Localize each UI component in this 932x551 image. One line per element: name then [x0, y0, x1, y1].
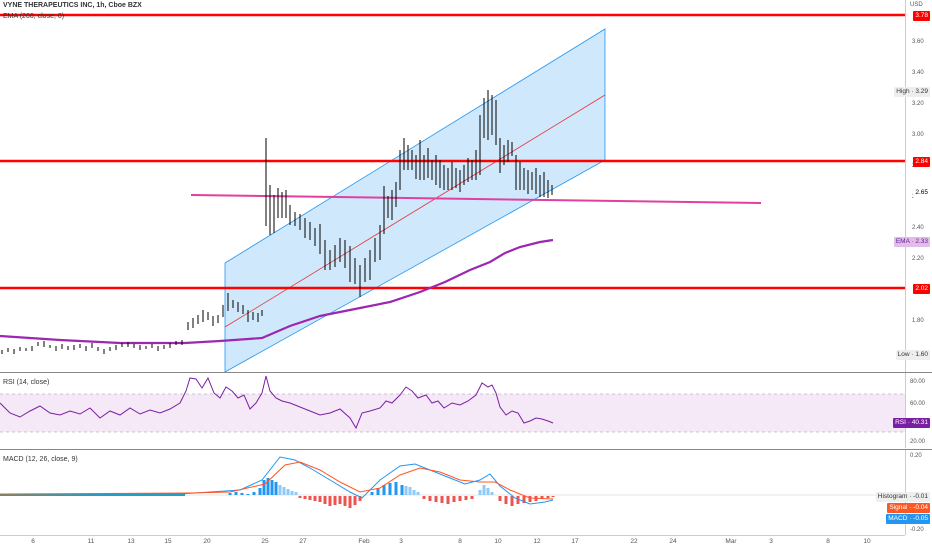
time-tick: 17: [571, 538, 579, 545]
time-tick: 27: [299, 538, 307, 545]
histogram-value-label: Histogram · -0.01: [875, 492, 930, 502]
macd-tick: 0.20: [910, 453, 922, 459]
currency-label: USD: [910, 2, 923, 8]
rsi-pane[interactable]: RSI (14, close) 80.00 60.00 20.00 RSI · …: [0, 373, 932, 448]
time-tick: 25: [261, 538, 269, 545]
ema-line: [0, 238, 554, 345]
level-label-top: 3.78: [913, 11, 930, 21]
time-tick: 13: [127, 538, 135, 545]
price-axis[interactable]: USD 3.60 3.40 3.20 3.00 2.80 2.60 2.40 2…: [905, 0, 932, 372]
time-tick: 22: [630, 538, 638, 545]
price-tick: 3.20: [912, 101, 924, 107]
macd-chart: [0, 456, 905, 508]
signal-value-label: Signal · -0.04: [887, 503, 930, 513]
time-tick: 3: [399, 538, 403, 545]
time-axis[interactable]: [0, 535, 905, 551]
price-tick: 1.80: [912, 318, 924, 324]
time-tick: 20: [203, 538, 211, 545]
macd-legend[interactable]: MACD (12, 26, close, 9): [3, 456, 78, 463]
pane-separator[interactable]: [0, 372, 932, 373]
price-candles: [1, 90, 553, 354]
price-tick: 2.20: [912, 256, 924, 262]
level-label-low: 2.02: [913, 284, 930, 294]
price-chart[interactable]: [0, 0, 905, 372]
rsi-chart: [0, 375, 905, 433]
price-tick: 3.00: [912, 132, 924, 138]
macd-pane[interactable]: MACD (12, 26, close, 9) 0.20 -0.20 Histo…: [0, 450, 932, 535]
macd-tick: -0.20: [910, 527, 924, 533]
ema-value-label: EMA · 2.33: [893, 237, 930, 247]
low-label: Low · 1.60: [895, 350, 930, 360]
time-tick: 10: [863, 538, 871, 545]
price-tick: 3.60: [912, 39, 924, 45]
rsi-line: [0, 375, 554, 430]
rsi-legend[interactable]: RSI (14, close): [3, 379, 50, 386]
price-tick: 3.40: [912, 70, 924, 76]
time-tick: 8: [826, 538, 830, 545]
macd-line: [0, 456, 554, 505]
time-tick: 3: [769, 538, 773, 545]
time-tick: 11: [87, 538, 95, 545]
pane-separator[interactable]: [0, 449, 932, 450]
symbol-title: VYNE THERAPEUTICS INC, 1h, Cboe BZX: [3, 2, 142, 9]
time-tick: 15: [164, 538, 172, 545]
time-tick: Feb: [358, 538, 370, 545]
time-tick: Mar: [725, 538, 737, 545]
rsi-value-label: RSI · 40.31: [893, 418, 930, 428]
price-pane[interactable]: VYNE THERAPEUTICS INC, 1h, Cboe BZX EMA …: [0, 0, 932, 372]
price-tick: 2.40: [912, 225, 924, 231]
rsi-tick: 80.00: [910, 379, 926, 385]
level-label-mid: 2.84: [913, 157, 930, 167]
rsi-tick: 20.00: [910, 439, 926, 445]
rsi-tick: 60.00: [910, 401, 926, 407]
rsi-axis[interactable]: 80.00 60.00 20.00: [905, 373, 932, 448]
ema-legend[interactable]: EMA (200, close, 0): [3, 13, 65, 20]
last-price-label: 2.65: [913, 188, 930, 198]
time-tick: 10: [494, 538, 502, 545]
time-tick: 12: [533, 538, 541, 545]
time-tick: 6: [31, 538, 35, 545]
high-label: High · 3.29: [894, 87, 930, 97]
signal-line: [0, 461, 554, 500]
time-tick: 8: [458, 538, 462, 545]
macd-histogram: [0, 478, 555, 508]
macd-value-label: MACD · -0.05: [886, 514, 930, 524]
time-tick: 24: [669, 538, 677, 545]
